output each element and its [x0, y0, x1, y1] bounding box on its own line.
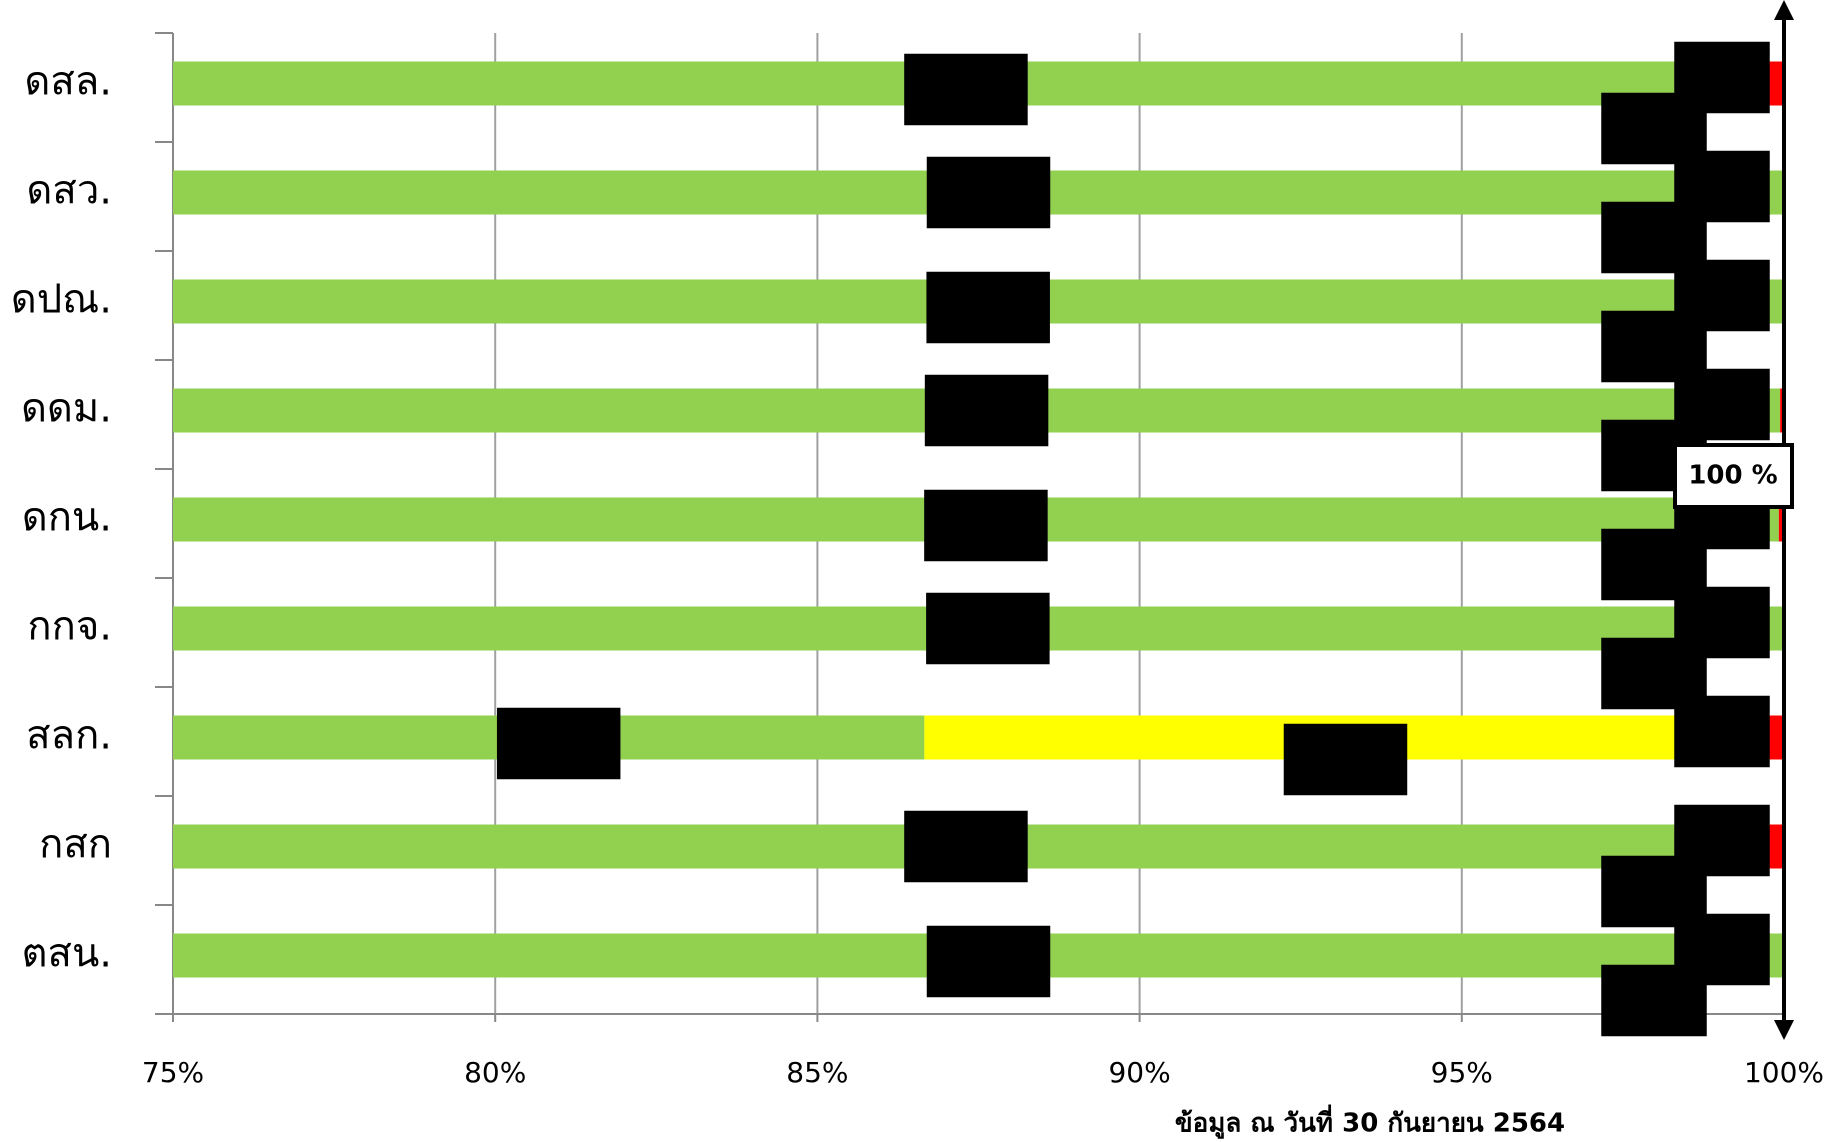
value-label-box [496, 707, 621, 780]
bar-segment [173, 933, 1784, 978]
value-label: 0.01% [1678, 278, 1767, 311]
value-label: 99.92% [933, 508, 1040, 541]
value-label-box [1674, 586, 1770, 659]
value-label-box [1674, 259, 1770, 332]
value-label: 0.00% [1610, 329, 1699, 362]
x-tick-label: 85% [786, 1056, 848, 1089]
y-tick-label: ดกน. [22, 495, 112, 541]
value-label: 0.00% [1678, 169, 1767, 202]
x-tick-label: 95% [1431, 1056, 1493, 1089]
y-tick-label: สลก. [26, 713, 112, 759]
value-label: 0.66% [1678, 823, 1767, 856]
value-label: 0.26% [1678, 714, 1767, 747]
value-label: 0.70% [1678, 60, 1767, 93]
y-tick-label: ดสว. [26, 168, 112, 214]
bar-segment [173, 824, 1739, 869]
value-label: 0.00% [1610, 111, 1699, 144]
bar-segment [173, 715, 925, 760]
value-label: 99.99% [935, 290, 1042, 323]
value-label: 100.00% [926, 944, 1051, 977]
y-tick-label: กกจ. [27, 604, 112, 650]
value-label: 0.04% [1610, 874, 1699, 907]
y-tick-label: ตสน. [22, 931, 112, 977]
value-label-box [1674, 41, 1770, 114]
value-label: 0.00% [1610, 983, 1699, 1016]
value-label: 0.00% [1610, 220, 1699, 253]
x-tick-label: 80% [464, 1056, 526, 1089]
bar-segment [173, 170, 1784, 215]
annotation: 100 % [1688, 461, 1777, 491]
annotation-box [1673, 443, 1794, 509]
y-tick-label: ดสล. [24, 59, 112, 105]
y-tick-label: ดปณ. [11, 277, 112, 323]
value-label-box [904, 53, 1028, 126]
value-label: 0.02% [1678, 605, 1767, 638]
value-label: 99.94% [933, 393, 1040, 426]
value-label-box [926, 156, 1051, 229]
x-tick-label: 100% [1744, 1056, 1824, 1089]
value-label-box [1674, 804, 1770, 877]
value-label: 0.00% [1610, 547, 1699, 580]
value-label-box [1283, 723, 1408, 796]
y-tick-label: ดดม. [21, 386, 112, 432]
value-label-box [904, 810, 1028, 883]
value-label: 0.06% [1678, 387, 1767, 420]
bar-segment [173, 388, 1781, 433]
value-label: 0.00% [1678, 932, 1767, 965]
value-label-box [1674, 150, 1770, 223]
value-label: 99.30% [913, 72, 1020, 105]
bar-segment [173, 61, 1739, 106]
value-label: 13.07% [1292, 742, 1399, 775]
value-label-box [924, 374, 1049, 447]
value-label-box [1674, 368, 1770, 441]
bars [173, 61, 1784, 978]
value-label: 99.98% [934, 611, 1041, 644]
x-tick-label: 90% [1108, 1056, 1170, 1089]
value-label: 86.66% [505, 726, 612, 759]
value-label-box [924, 489, 1048, 562]
bar-segment [173, 279, 1784, 324]
y-tick-label: กสก [39, 822, 112, 868]
footnote: ข้อมูล ณ วันที่ 30 กันยายน 2564 [1175, 1104, 1565, 1140]
value-label-box [1674, 695, 1770, 768]
labels: 75% 80% 85% 90% 95% 100% ดสล. 99.30% 0.00% 0.70% ด… [11, 41, 1824, 1089]
value-label-box [926, 592, 1050, 665]
value-label-box [926, 271, 1050, 344]
bar-segment [173, 606, 1783, 651]
value-label: 0.00% [1610, 656, 1699, 689]
value-label-box [1674, 913, 1770, 986]
bar-segment [173, 497, 1779, 542]
value-label: 100.00% [926, 175, 1051, 208]
value-label: 99.30% [913, 829, 1020, 862]
value-label-box [926, 925, 1051, 998]
x-tick-label: 75% [142, 1056, 204, 1089]
